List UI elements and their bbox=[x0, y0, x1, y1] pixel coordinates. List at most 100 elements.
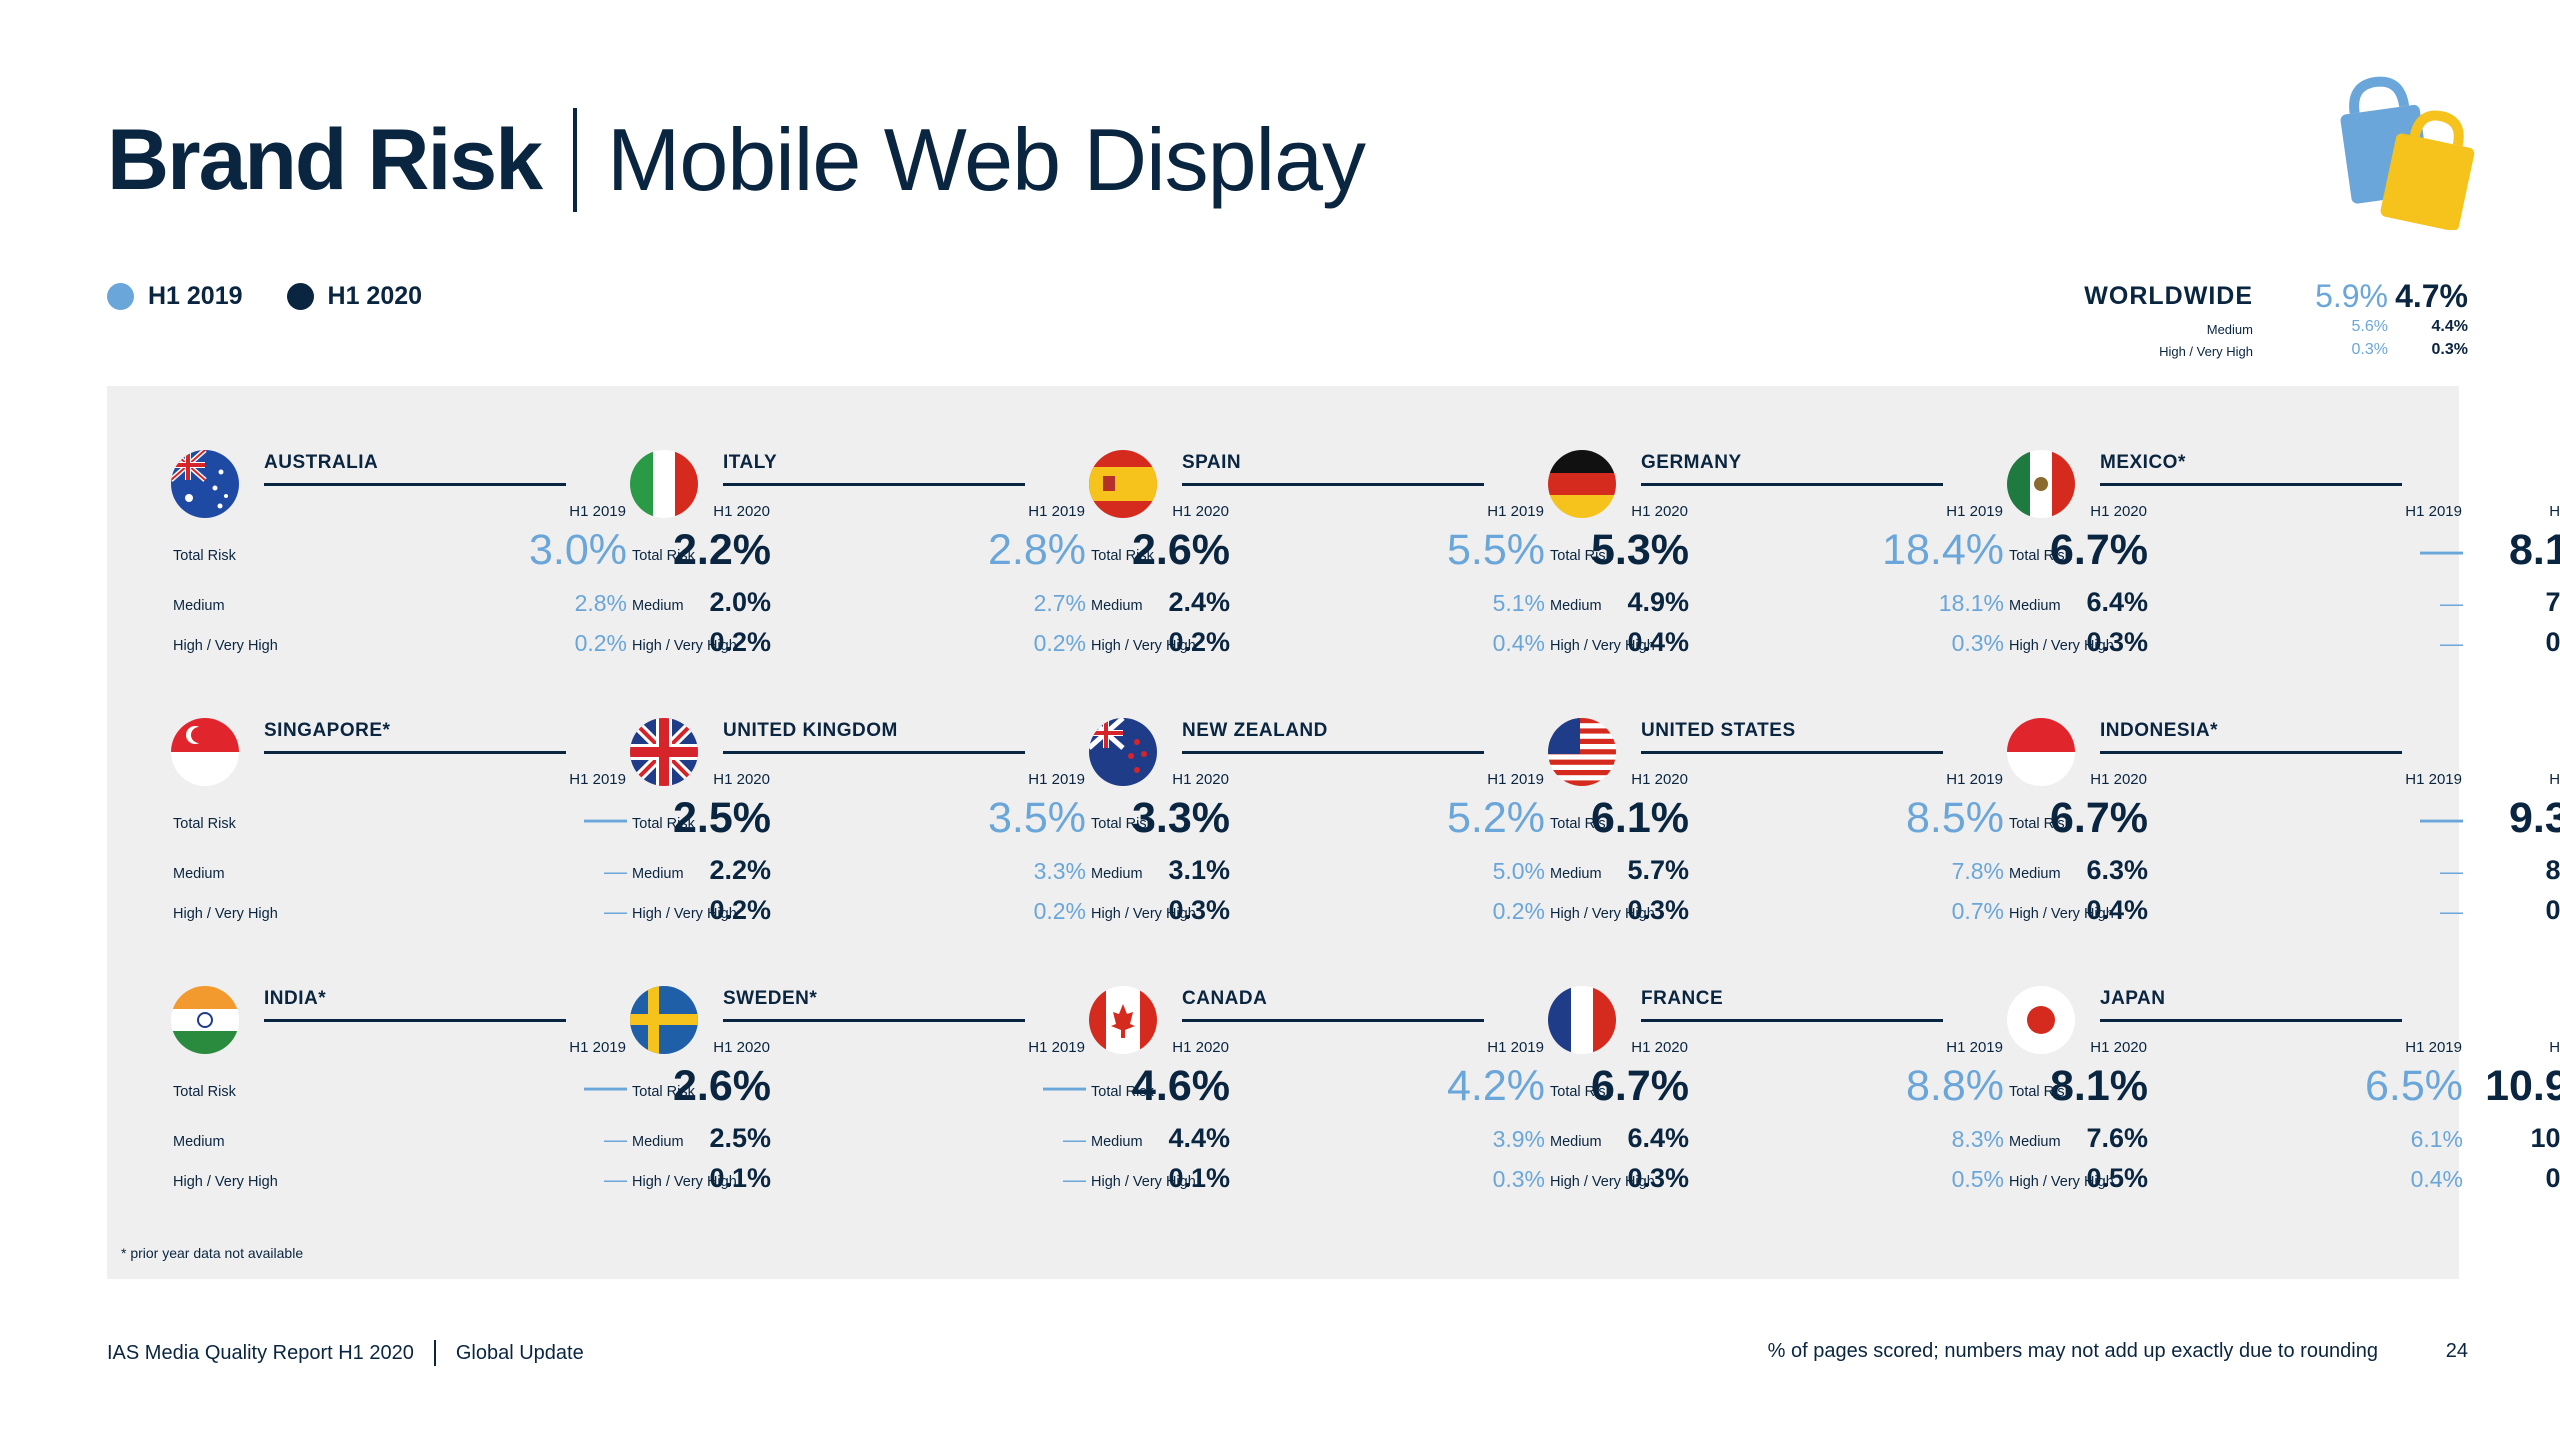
medium-label: Medium bbox=[2009, 1134, 2061, 1150]
country-name: MEXICO* bbox=[2100, 452, 2186, 473]
legend: H1 2019 H1 2020 bbox=[107, 282, 466, 311]
medium-2020: 5.7% bbox=[1627, 855, 1689, 885]
high-very-high-label: High / Very High bbox=[1550, 906, 1655, 922]
country-card-united-kingdom: UNITED KINGDOM H1 2019 H1 2020 Total Risk 3.… bbox=[566, 654, 1230, 925]
indonesia-flag-icon bbox=[2007, 718, 2075, 786]
country-name: SWEDEN* bbox=[723, 988, 818, 1009]
high-2019: — bbox=[604, 1166, 627, 1192]
header-2020: H1 2020 bbox=[713, 1039, 770, 1056]
high-2019: — bbox=[1063, 1166, 1086, 1192]
country-name: GERMANY bbox=[1641, 452, 1742, 473]
total-risk-label: Total Risk bbox=[1550, 548, 1613, 564]
high-2020: 0.3% bbox=[1627, 1163, 1689, 1193]
worldwide-medium-label: Medium bbox=[2206, 322, 2253, 337]
header-2020: H1 2020 bbox=[2549, 503, 2560, 520]
total-risk-2019: — bbox=[1043, 1062, 1086, 1110]
header-2019: H1 2019 bbox=[1487, 1039, 1544, 1056]
medium-label: Medium bbox=[173, 598, 225, 614]
high-2019: — bbox=[2440, 630, 2463, 656]
medium-2019: 8.3% bbox=[1951, 1126, 2004, 1152]
country-rule bbox=[264, 751, 566, 754]
total-risk-label: Total Risk bbox=[632, 1084, 695, 1100]
total-risk-2020: 2.6% bbox=[1131, 526, 1230, 574]
header-2019: H1 2019 bbox=[2405, 503, 2462, 520]
total-risk-2019: — bbox=[584, 794, 627, 842]
medium-label: Medium bbox=[1091, 598, 1143, 614]
shopping-bags-icon bbox=[2330, 70, 2480, 231]
header-2019: H1 2019 bbox=[2405, 771, 2462, 788]
high-very-high-label: High / Very High bbox=[2009, 638, 2114, 654]
total-risk-label: Total Risk bbox=[1550, 816, 1613, 832]
header-2020: H1 2020 bbox=[1172, 771, 1229, 788]
header-2019: H1 2019 bbox=[1028, 771, 1085, 788]
medium-2020: 4.4% bbox=[1168, 1123, 1230, 1153]
country-rule bbox=[723, 483, 1025, 486]
total-risk-2020: 4.6% bbox=[1131, 1062, 1230, 1110]
title-bold: Brand Risk bbox=[107, 111, 543, 208]
high-2019: 0.2% bbox=[1033, 898, 1086, 924]
country-name: ITALY bbox=[723, 452, 778, 473]
country-rule bbox=[723, 1019, 1025, 1022]
country-card-italy: ITALY H1 2019 H1 2020 Total Risk 2.8% 2.6% Med… bbox=[566, 386, 1230, 657]
country-card-india: INDIA* H1 2019 H1 2020 Total Risk — 2.6% Mediu… bbox=[107, 922, 771, 1193]
total-risk-2019: 2.8% bbox=[987, 526, 1086, 574]
high-very-high-label: High / Very High bbox=[173, 906, 278, 922]
medium-2020: 6.3% bbox=[2086, 855, 2148, 885]
country-rule bbox=[1641, 483, 1943, 486]
high-2019: 0.4% bbox=[1492, 630, 1545, 656]
total-risk-2020: 2.6% bbox=[672, 1062, 771, 1110]
total-risk-2019: 5.5% bbox=[1446, 526, 1545, 574]
medium-2020: 4.9% bbox=[1627, 587, 1689, 617]
medium-2020: 3.1% bbox=[1168, 855, 1230, 885]
total-risk-2019: — bbox=[2420, 794, 2463, 842]
header-2019: H1 2019 bbox=[1487, 771, 1544, 788]
total-risk-2020: 3.3% bbox=[1131, 794, 1230, 842]
country-rule bbox=[2100, 751, 2402, 754]
country-name: SPAIN bbox=[1182, 452, 1242, 473]
medium-2019: 7.8% bbox=[1951, 858, 2004, 884]
header-2019: H1 2019 bbox=[1028, 1039, 1085, 1056]
header-2019: H1 2019 bbox=[1028, 503, 1085, 520]
worldwide-high-label: High / Very High bbox=[2159, 344, 2253, 359]
total-risk-label: Total Risk bbox=[173, 548, 236, 564]
footnote: * prior year data not available bbox=[121, 1245, 304, 1261]
total-risk-2019: — bbox=[584, 1062, 627, 1110]
country-card-australia: AUSTRALIA H1 2019 H1 2020 Total Risk 3.0% 2.2… bbox=[107, 386, 771, 657]
country-card-singapore: SINGAPORE* H1 2019 H1 2020 Total Risk — 2.5% M… bbox=[107, 654, 771, 925]
medium-2020: 2.0% bbox=[709, 587, 771, 617]
country-rule bbox=[723, 751, 1025, 754]
country-rule bbox=[1182, 1019, 1484, 1022]
high-2020: 0.2% bbox=[709, 895, 771, 925]
high-very-high-label: High / Very High bbox=[1550, 638, 1655, 654]
worldwide-medium-2019: 5.6% bbox=[2351, 318, 2388, 335]
footer-note: % of pages scored; numbers may not add u… bbox=[1767, 1340, 2378, 1362]
high-2019: 0.2% bbox=[1033, 630, 1086, 656]
footer-section: Global Update bbox=[455, 1341, 584, 1364]
medium-2020: 7.6% bbox=[2086, 1123, 2148, 1153]
high-2019: 0.2% bbox=[1492, 898, 1545, 924]
high-very-high-label: High / Very High bbox=[1091, 906, 1196, 922]
high-2020: 0.1% bbox=[1168, 1163, 1230, 1193]
header-2019: H1 2019 bbox=[2405, 1039, 2462, 1056]
medium-label: Medium bbox=[1091, 866, 1143, 882]
high-very-high-label: High / Very High bbox=[173, 1174, 278, 1190]
mexico-flag-icon bbox=[2007, 450, 2075, 518]
country-name: FRANCE bbox=[1641, 988, 1724, 1009]
country-rule bbox=[264, 1019, 566, 1022]
footer-left: IAS Media Quality Report H1 2020 Global … bbox=[107, 1340, 584, 1366]
total-risk-label: Total Risk bbox=[1091, 816, 1154, 832]
new-zealand-flag-icon bbox=[1089, 718, 1157, 786]
country-card-mexico: MEXICO* H1 2019 H1 2020 Total Risk — 8.1% Medi… bbox=[1943, 386, 2560, 657]
country-rule bbox=[1641, 1019, 1943, 1022]
total-risk-2020: 10.9% bbox=[2485, 1062, 2560, 1110]
medium-2020: 8.7% bbox=[2545, 855, 2560, 885]
high-2020: 0.2% bbox=[1168, 627, 1230, 657]
legend-item-2020: H1 2020 bbox=[286, 282, 422, 311]
italy-flag-icon bbox=[630, 450, 698, 518]
legend-label-2019: H1 2019 bbox=[148, 282, 243, 310]
medium-2019: 2.7% bbox=[1033, 590, 1086, 616]
country-name: INDONESIA* bbox=[2100, 720, 2218, 741]
footer-divider bbox=[433, 1340, 436, 1366]
high-2019: 0.3% bbox=[1492, 1166, 1545, 1192]
medium-2019: — bbox=[2440, 858, 2463, 884]
